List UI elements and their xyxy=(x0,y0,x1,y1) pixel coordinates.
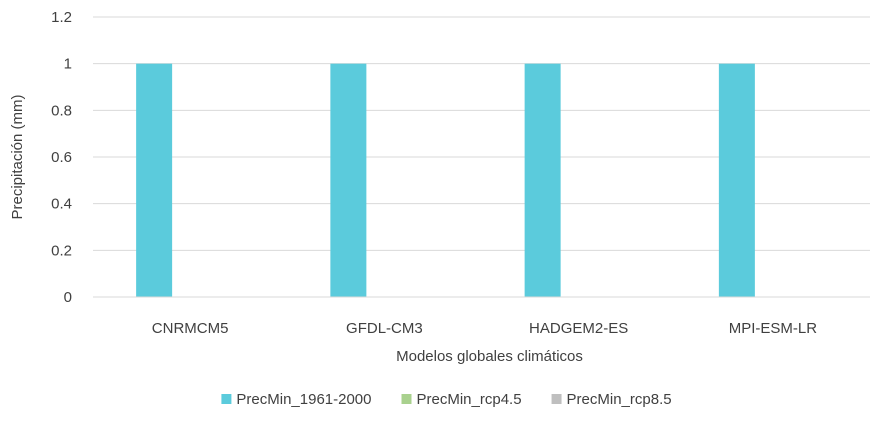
legend-swatch xyxy=(551,394,562,404)
legend-label: PrecMin_rcp4.5 xyxy=(417,391,522,408)
legend-swatch xyxy=(401,394,412,404)
x-axis-label: Modelos globales climáticos xyxy=(396,348,583,365)
bars xyxy=(136,63,755,297)
legend-swatch xyxy=(221,394,232,404)
bar-precmin-1961-2000-mpi-esm-lr xyxy=(718,63,755,297)
bar-precmin-1961-2000-gfdl-cm3 xyxy=(330,63,367,297)
y-axis-ticks: 0 0.2 0.4 0.6 0.8 1 1.2 xyxy=(51,9,72,306)
y-tick-label: 0 xyxy=(64,289,72,306)
y-tick-label: 0.2 xyxy=(51,242,72,259)
x-tick-label: GFDL-CM3 xyxy=(346,320,423,337)
y-tick-label: 1 xyxy=(64,56,72,73)
x-axis-ticks: CNRMCM5 GFDL-CM3 HADGEM2-ES MPI-ESM-LR xyxy=(152,320,817,337)
bar-precmin-1961-2000-hadgem2-es xyxy=(524,63,561,297)
y-tick-label: 1.2 xyxy=(51,9,72,26)
bar-precmin-1961-2000-cnrmcm5 xyxy=(136,63,173,297)
x-tick-label: HADGEM2-ES xyxy=(529,320,628,337)
y-axis-label: Precipitación (mm) xyxy=(9,94,26,219)
legend-label: PrecMin_rcp8.5 xyxy=(567,391,672,408)
y-tick-label: 0.6 xyxy=(51,149,72,166)
y-tick-label: 0.4 xyxy=(51,196,72,213)
x-tick-label: MPI-ESM-LR xyxy=(729,320,818,337)
legend-label: PrecMin_1961-2000 xyxy=(236,391,371,408)
y-tick-label: 0.8 xyxy=(51,102,72,119)
x-tick-label: CNRMCM5 xyxy=(152,320,229,337)
legend: PrecMin_1961-2000 PrecMin_rcp4.5 PrecMin_r… xyxy=(221,391,672,408)
